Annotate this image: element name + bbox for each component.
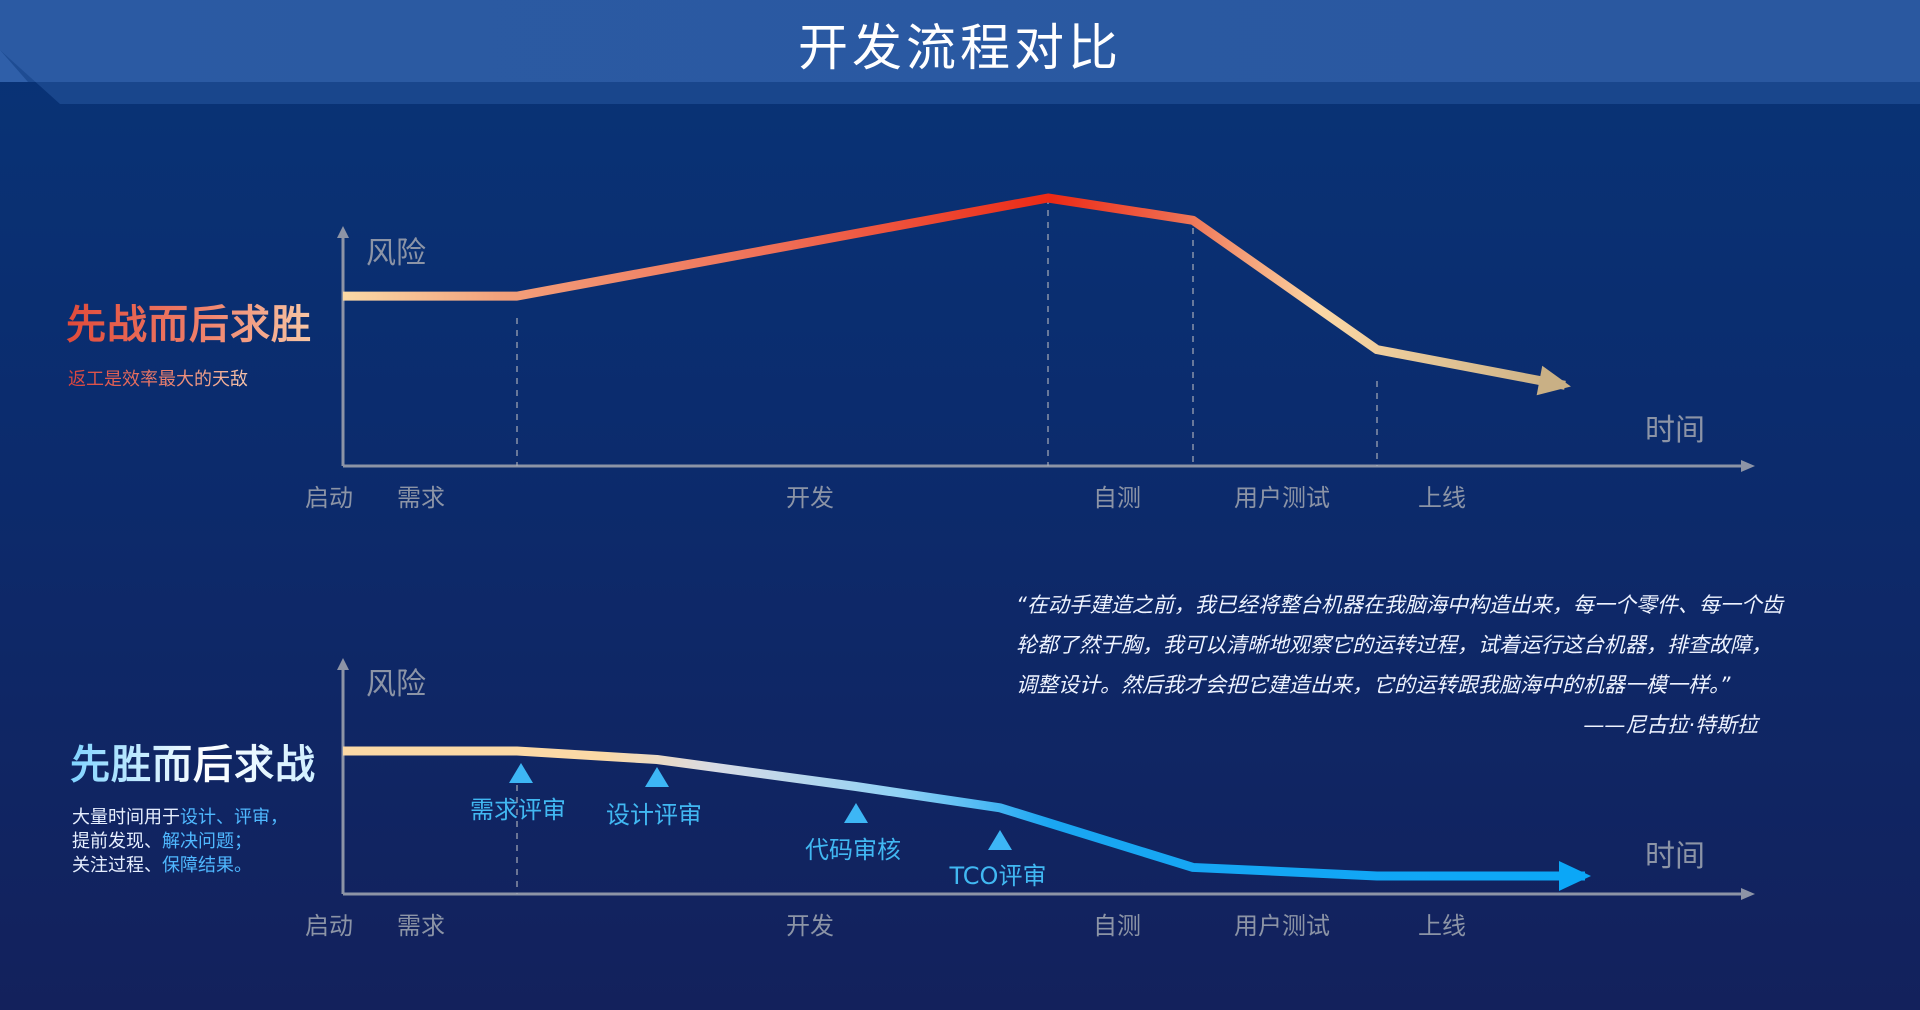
stage-label: 用户测试: [1234, 912, 1330, 940]
review-marker-design: 设计评审: [606, 767, 702, 829]
stage-label: 自测: [1093, 484, 1141, 512]
quote-author: ——尼古拉·特斯拉: [1583, 713, 1758, 737]
triangle-marker-icon: [988, 830, 1012, 850]
risk-curve-line: [343, 193, 1566, 390]
y-axis: [337, 226, 349, 466]
x-axis-label: 时间: [1645, 839, 1705, 874]
triangle-marker-icon: [844, 803, 868, 823]
subnote-line: 关注过程、保障结果。: [72, 855, 252, 876]
bottom-slogan: 先胜而后求战: [70, 732, 316, 790]
stage-label: 开发: [786, 912, 834, 940]
stage-label: 上线: [1418, 484, 1466, 512]
review-label: 代码审核: [805, 836, 901, 864]
subnote-line: 大量时间用于设计、评审，: [72, 807, 288, 828]
page-title: 开发流程对比: [798, 19, 1122, 77]
review-label: 需求评审: [470, 796, 566, 824]
risk-curve: [343, 193, 1571, 396]
stage-label: 启动: [305, 912, 353, 940]
review-label: 设计评审: [606, 801, 702, 829]
subnote-line: 提前发现、解决问题；: [72, 831, 252, 852]
bottom-chart: 风险 时间 启动 需求 开发 自测 用户测试 上线 需求评审 设计评审: [305, 658, 1755, 940]
stage-dividers: [516, 198, 1378, 466]
review-label: TCO评审: [949, 862, 1047, 890]
stage-labels: 启动 需求 开发 自测 用户测试 上线: [305, 912, 1466, 940]
stage-label: 上线: [1418, 912, 1466, 940]
top-chart: 风险 时间 启动 需求 开发 自测 用户测试 上线: [305, 193, 1755, 512]
review-marker-code: 代码审核: [805, 803, 901, 864]
risk-curve-arrowhead: [1559, 860, 1591, 891]
top-subnote: 返工是效率最大的天敌: [68, 365, 248, 391]
stage-label: 用户测试: [1234, 484, 1330, 512]
title-banner: [0, 0, 1920, 104]
stage-label: 需求: [397, 912, 445, 940]
risk-curve-arrowhead: [1536, 365, 1571, 396]
stage-label: 自测: [1093, 912, 1141, 940]
x-axis-label: 时间: [1645, 413, 1705, 448]
review-markers: 需求评审 设计评审 代码审核 TCO评审: [470, 763, 1046, 890]
review-marker-requirement: 需求评审: [470, 763, 566, 824]
y-axis-label: 风险: [366, 236, 426, 271]
top-slogan: 先战而后求胜: [66, 292, 312, 350]
risk-curve-line: [343, 746, 1585, 881]
quote-text: “在动手建造之前，我已经将整台机器在我脑海中构造出来，每一个零件、每一个齿轮都了…: [1016, 593, 1783, 697]
triangle-marker-icon: [509, 763, 533, 783]
stage-label: 需求: [397, 484, 445, 512]
risk-curve: [343, 746, 1591, 891]
x-axis: [343, 460, 1755, 472]
triangle-marker-icon: [645, 767, 669, 787]
stage-label: 开发: [786, 484, 834, 512]
bottom-subnote: 大量时间用于设计、评审， 提前发现、解决问题； 关注过程、保障结果。: [72, 806, 288, 878]
x-axis: [343, 888, 1755, 900]
review-marker-tco: TCO评审: [949, 830, 1047, 890]
stage-label: 启动: [305, 484, 353, 512]
y-axis: [337, 658, 349, 894]
y-axis-label: 风险: [366, 667, 426, 702]
tesla-quote: “在动手建造之前，我已经将整台机器在我脑海中构造出来，每一个零件、每一个齿轮都了…: [1016, 585, 1786, 745]
stage-labels: 启动 需求 开发 自测 用户测试 上线: [305, 484, 1466, 512]
